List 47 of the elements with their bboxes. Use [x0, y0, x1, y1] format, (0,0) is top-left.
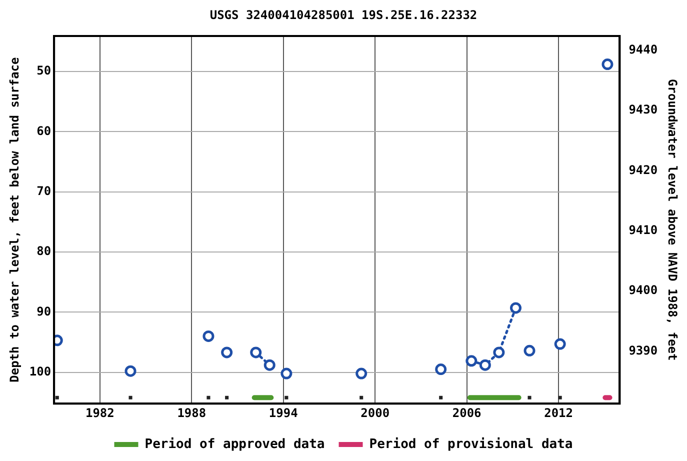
y-tick-label: 60 — [36, 124, 52, 138]
point — [554, 338, 566, 350]
point — [284, 396, 288, 400]
point — [439, 396, 443, 400]
legend-label: Period of provisional data — [369, 436, 573, 452]
point — [356, 368, 368, 380]
y2-tick-label: 9400 — [628, 283, 658, 298]
x-tick-label: 1994 — [268, 406, 298, 420]
y-tick-label: 90 — [36, 304, 52, 318]
y-tick-label: 80 — [36, 244, 52, 258]
point — [558, 396, 562, 400]
point — [206, 396, 210, 400]
point — [435, 364, 447, 376]
y-tick-label: 70 — [36, 184, 52, 198]
x-tick-label: 2012 — [544, 406, 574, 420]
point — [510, 302, 522, 314]
x-tick-label: 1982 — [85, 406, 114, 420]
y2-tick-label: 9410 — [628, 223, 658, 238]
point — [55, 396, 59, 400]
point — [264, 359, 276, 371]
x-tick-label: 2000 — [360, 406, 390, 420]
point — [479, 359, 491, 371]
point — [528, 396, 532, 400]
y2-tick-label: 9390 — [628, 343, 658, 358]
x-tick-label: 1988 — [177, 406, 206, 420]
point — [524, 344, 536, 356]
y-tick-label: 50 — [36, 64, 52, 78]
y-axis-title: Depth to water level, feet below land surface — [7, 57, 22, 382]
point — [466, 355, 478, 367]
y-tick-label: 100 — [29, 364, 52, 378]
point — [202, 330, 214, 342]
point — [225, 396, 229, 400]
y2-tick-label: 9420 — [628, 162, 658, 177]
point — [128, 396, 132, 400]
x-tick-label: 2006 — [452, 406, 482, 420]
point — [280, 368, 292, 380]
point — [602, 58, 614, 70]
y2-axis-title: Groundwater level above NAVD 1988, feet — [666, 78, 680, 361]
y2-tick-label: 9430 — [628, 102, 658, 117]
legend-label: Period of approved data — [144, 436, 325, 452]
point — [221, 346, 233, 358]
chart-title: USGS 324004104285001 19S.25E.16.22332 — [208, 8, 478, 22]
y2-tick-label: 9440 — [628, 42, 658, 57]
point — [250, 346, 262, 358]
point — [124, 365, 136, 377]
point — [360, 396, 364, 400]
point — [493, 346, 505, 358]
